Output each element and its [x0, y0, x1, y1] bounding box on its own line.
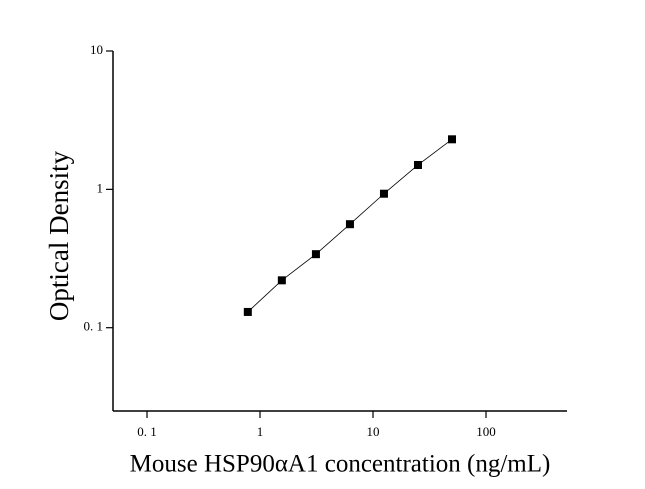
x-tick-label: 0. 1 — [137, 424, 157, 439]
y-tick-label: 1 — [97, 180, 104, 195]
point — [413, 160, 422, 169]
point — [243, 307, 252, 316]
y-tick-label: 0. 1 — [84, 319, 104, 334]
y-tick-label: 10 — [90, 42, 103, 57]
point — [311, 250, 320, 259]
x-axis-label: Mouse HSP90αA1 concentration (ng/mL) — [130, 451, 551, 478]
x-tick-label: 10 — [367, 424, 380, 439]
point — [448, 135, 456, 144]
point — [379, 189, 388, 198]
x-tick-label: 1 — [257, 424, 264, 439]
point — [277, 276, 286, 285]
x-tick-label: 100 — [476, 424, 496, 439]
y-axis-label: Optical Density — [44, 150, 74, 321]
point — [345, 220, 354, 229]
